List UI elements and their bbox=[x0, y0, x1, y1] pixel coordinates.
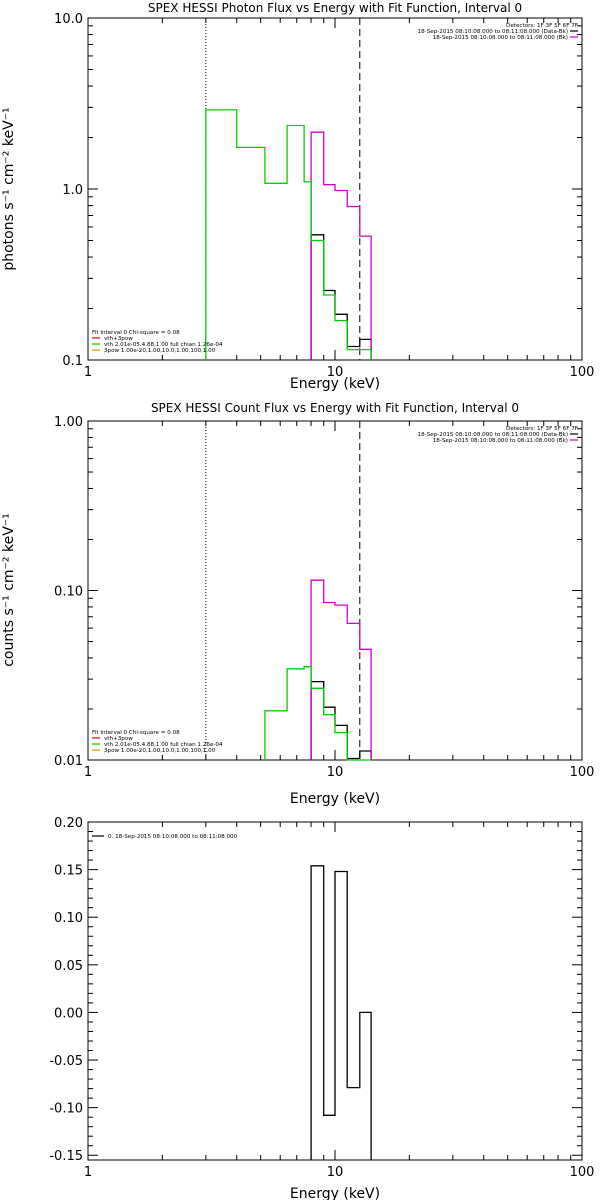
axis-ticks: 1 10 100 -0.15 -0.10 -0.05 0.00 0.05 0.10 0.15 0.2… bbox=[49, 816, 594, 1180]
x-tick-label: 100 bbox=[570, 765, 595, 780]
y-tick-label: 1.0 bbox=[62, 183, 83, 198]
reference-lines bbox=[205, 18, 361, 360]
legend-entry: 0. 18-Sep-2015 08:10:08.000 to 08:11:08.… bbox=[108, 834, 238, 840]
y-tick-label: -0.15 bbox=[49, 1149, 83, 1164]
legend-entry: 3pow 1.00e-20,1.00,10.0,1.00,100,1.00 bbox=[104, 348, 216, 354]
legend-entry: vth+3pow bbox=[104, 736, 133, 742]
residuals-panel: Energy (keV) 1 10 100 -0.15 -0.10 -0.05 0.00 0.… bbox=[49, 816, 594, 1200]
legend: Fit Interval 0 Chi-square = 0.08vth+3pow… bbox=[92, 730, 223, 754]
header-line: Detectors: 1F 3F 5F 6F 7F bbox=[506, 23, 578, 29]
x-tick-label: 1 bbox=[84, 765, 92, 780]
y-tick-label: 0.20 bbox=[54, 816, 83, 831]
x-tick-label: 100 bbox=[570, 365, 595, 380]
x-axis-label: Energy (keV) bbox=[290, 791, 380, 807]
header-line: 18-Sep-2015 08:10:08.000 to 08:11:08.000… bbox=[418, 29, 568, 35]
x-tick-label: 10 bbox=[327, 365, 344, 380]
x-tick-label: 1 bbox=[84, 1165, 92, 1180]
y-tick-label: 0.10 bbox=[54, 585, 83, 600]
y-tick-label: 0.10 bbox=[54, 911, 83, 926]
series-group bbox=[205, 109, 372, 360]
x-axis-label: Energy (keV) bbox=[290, 1186, 380, 1200]
series-line-0 bbox=[310, 234, 372, 360]
y-tick-label: 10.0 bbox=[54, 12, 83, 27]
legend: Fit Interval 0 Chi-square = 0.08vth+3pow… bbox=[92, 330, 223, 354]
axis-ticks: 1 10 100 0.1 1.0 10.0 bbox=[54, 12, 594, 380]
photon-flux-panel: SPEX HESSI Photon Flux vs Energy with Fi… bbox=[1, 1, 594, 392]
legend-entry: vth 2.01e-05,4.88,1.00 full chian 1.26e-… bbox=[104, 342, 223, 348]
reference-lines bbox=[205, 421, 361, 760]
y-tick-label: 0.01 bbox=[54, 754, 83, 769]
legend-entry: Fit Interval 0 Chi-square = 0.08 bbox=[92, 330, 180, 336]
legend-entry: 3pow 1.00e-20,1.00,10.0,1.00,100,1.00 bbox=[104, 748, 216, 754]
axis-ticks: 1 10 100 0.01 0.10 1.00 bbox=[54, 415, 594, 780]
y-axis-label: counts s⁻¹ cm⁻² keV⁻¹ bbox=[1, 513, 17, 667]
y-tick-label: 0.05 bbox=[54, 959, 83, 974]
x-tick-label: 10 bbox=[327, 1165, 344, 1180]
series-line-1 bbox=[310, 131, 372, 360]
header-line: 18-Sep-2015 08:10:08.000 to 08:11:08.000… bbox=[418, 432, 568, 438]
x-tick-label: 10 bbox=[327, 765, 344, 780]
series-line-2 bbox=[264, 666, 372, 761]
legend-entry: vth+3pow bbox=[104, 336, 133, 342]
y-tick-label: -0.05 bbox=[49, 1054, 83, 1069]
y-tick-label: 0.15 bbox=[54, 864, 83, 879]
panel-title: SPEX HESSI Count Flux vs Energy with Fit… bbox=[151, 401, 519, 415]
x-axis-label: Energy (keV) bbox=[290, 376, 380, 392]
legend: 0. 18-Sep-2015 08:10:08.000 to 08:11:08.… bbox=[92, 834, 238, 840]
series-line-1 bbox=[310, 579, 372, 760]
series-line-0 bbox=[310, 865, 372, 1160]
count-flux-panel: SPEX HESSI Count Flux vs Energy with Fit… bbox=[1, 401, 594, 807]
series-line-2 bbox=[205, 109, 372, 360]
series-line-0 bbox=[310, 680, 372, 760]
y-tick-label: 0.1 bbox=[62, 354, 83, 369]
series-group bbox=[264, 579, 372, 761]
header-line: 18-Sep-2015 08:10:08.000 to 08:11:08.000… bbox=[433, 438, 568, 444]
y-tick-label: -0.10 bbox=[49, 1102, 83, 1117]
y-axis-label: photons s⁻¹ cm⁻² keV⁻¹ bbox=[1, 107, 17, 270]
x-tick-label: 100 bbox=[570, 1165, 595, 1180]
y-tick-label: 0.00 bbox=[54, 1006, 83, 1021]
header-line: 18-Sep-2015 08:10:08.000 to 08:11:08.000… bbox=[433, 35, 568, 41]
x-tick-label: 1 bbox=[84, 365, 92, 380]
panel-title: SPEX HESSI Photon Flux vs Energy with Fi… bbox=[148, 1, 522, 15]
legend-entry: Fit Interval 0 Chi-square = 0.08 bbox=[92, 730, 180, 736]
series-group bbox=[310, 865, 372, 1160]
legend-entry: vth 2.01e-05,4.88,1.00 full chian 1.26e-… bbox=[104, 742, 223, 748]
header-line: Detectors: 1F 3F 5F 6F 7F bbox=[506, 426, 578, 432]
y-tick-label: 1.00 bbox=[54, 415, 83, 430]
